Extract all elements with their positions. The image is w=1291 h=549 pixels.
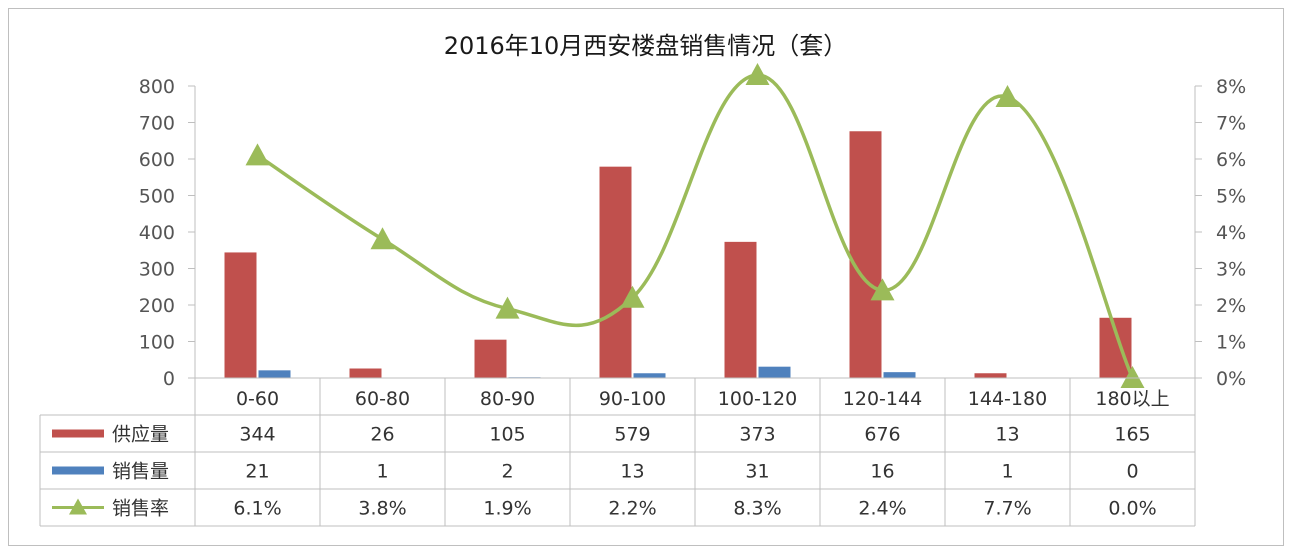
bar-supply — [850, 131, 882, 378]
rate-line — [258, 75, 1133, 378]
y-tick-label: 500 — [139, 186, 175, 208]
y-tick-label: 100 — [139, 332, 175, 354]
legend-swatch — [52, 467, 104, 475]
y2-tick-label: 0% — [1216, 368, 1246, 390]
data-cell: 7.7% — [983, 498, 1031, 520]
y-tick-label: 0 — [163, 368, 175, 390]
data-cell: 165 — [1114, 424, 1150, 446]
legend-swatch — [52, 430, 104, 438]
y-tick-label: 800 — [139, 76, 175, 98]
y-tick-label: 600 — [139, 149, 175, 171]
x-tick-label: 180以上 — [1095, 388, 1169, 410]
bar-sales — [634, 373, 666, 378]
y2-tick-label: 6% — [1216, 149, 1246, 171]
data-cell: 13 — [620, 461, 644, 483]
data-cell: 13 — [995, 424, 1019, 446]
data-cell: 1.9% — [483, 498, 531, 520]
data-cell: 105 — [489, 424, 525, 446]
data-cell: 579 — [614, 424, 650, 446]
data-cell: 2 — [501, 461, 513, 483]
legend-label: 供应量 — [112, 424, 169, 446]
data-cell: 676 — [864, 424, 900, 446]
legend-label: 销售量 — [112, 461, 169, 483]
y2-tick-label: 5% — [1216, 186, 1246, 208]
data-cell: 3.8% — [358, 498, 406, 520]
y2-tick-label: 8% — [1216, 76, 1246, 98]
y2-tick-label: 7% — [1216, 113, 1246, 135]
bar-supply — [225, 252, 257, 378]
y2-tick-label: 2% — [1216, 295, 1246, 317]
x-tick-label: 60-80 — [355, 388, 410, 410]
y-tick-label: 300 — [139, 259, 175, 281]
bar-sales — [259, 370, 291, 378]
x-tick-label: 90-100 — [599, 388, 666, 410]
bar-supply — [350, 369, 382, 378]
data-cell: 8.3% — [733, 498, 781, 520]
data-cell: 2.4% — [858, 498, 906, 520]
data-cell: 1 — [376, 461, 388, 483]
bar-sales — [884, 372, 916, 378]
bar-supply — [600, 167, 632, 378]
y-tick-label: 400 — [139, 222, 175, 244]
y-tick-label: 700 — [139, 113, 175, 135]
bar-supply — [975, 373, 1007, 378]
data-cell: 1 — [1001, 461, 1013, 483]
x-tick-label: 80-90 — [480, 388, 535, 410]
bar-sales — [759, 367, 791, 378]
data-cell: 21 — [245, 461, 269, 483]
x-tick-label: 120-144 — [843, 388, 922, 410]
rate-marker — [246, 143, 270, 165]
data-cell: 373 — [739, 424, 775, 446]
y-tick-label: 200 — [139, 295, 175, 317]
x-tick-label: 0-60 — [236, 388, 279, 410]
legend-label: 销售率 — [112, 498, 169, 520]
data-cell: 0.0% — [1108, 498, 1156, 520]
data-cell: 0 — [1126, 461, 1138, 483]
data-cell: 2.2% — [608, 498, 656, 520]
rate-marker — [371, 227, 395, 249]
data-cell: 344 — [239, 424, 275, 446]
x-tick-label: 100-120 — [718, 388, 797, 410]
data-cell: 16 — [870, 461, 894, 483]
rate-marker — [746, 63, 770, 85]
x-tick-label: 144-180 — [968, 388, 1047, 410]
y2-tick-label: 3% — [1216, 259, 1246, 281]
data-cell: 26 — [370, 424, 394, 446]
y2-tick-label: 1% — [1216, 332, 1246, 354]
bar-supply — [475, 340, 507, 378]
y2-tick-label: 4% — [1216, 222, 1246, 244]
data-cell: 6.1% — [233, 498, 281, 520]
data-cell: 31 — [745, 461, 769, 483]
bar-supply — [725, 242, 757, 378]
